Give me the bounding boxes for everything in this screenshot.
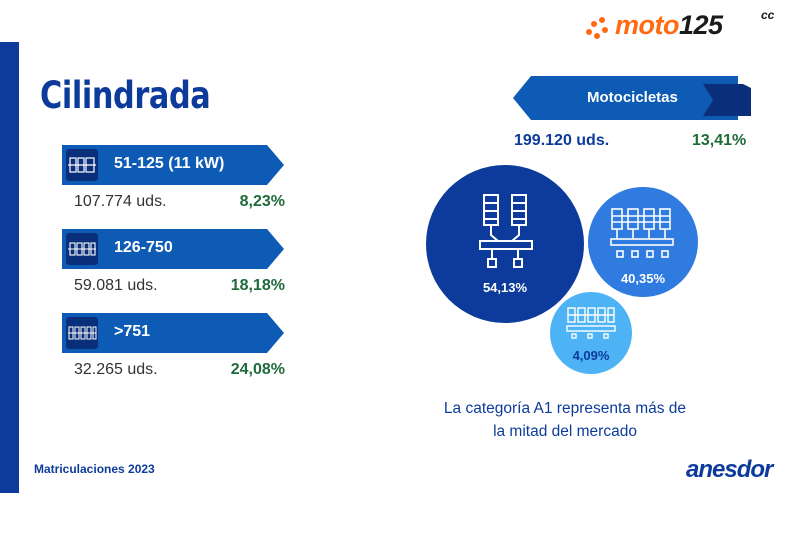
motorcycles-units: 199.120 uds. (514, 132, 610, 149)
category-label: >751 (114, 323, 151, 340)
category-percent: 18,18% (230, 277, 285, 294)
motorcycles-banner: Motocicletas (513, 76, 751, 120)
logo-dots-icon (586, 17, 608, 39)
motorcycles-percent: 13,41% (692, 132, 747, 149)
category-banner-126-750: 126-750 (62, 229, 284, 269)
side-bar (0, 42, 19, 493)
moto125-logo: moto125 cc (585, 6, 790, 42)
single-cylinder-icon (479, 194, 533, 268)
caption-line: La categoría A1 representa más de (443, 400, 687, 417)
banner-shape (513, 76, 751, 120)
bubble-value: 4,09% (572, 348, 610, 363)
category-units: 107.774 uds. (74, 193, 167, 210)
motorcycles-label: Motocicletas (587, 89, 678, 106)
bubble-a2: 40,35% (588, 187, 698, 297)
banner-shape (62, 229, 284, 269)
category-banner-51-125: 51-125 (11 kW) (62, 145, 284, 185)
caption: La categoría A1 representa más de la mit… (410, 397, 720, 443)
anesdor-logo: anesdor (686, 456, 773, 483)
multi-cylinder-icon (566, 307, 616, 339)
twin-cylinder-icon (66, 233, 98, 265)
bubble-value: 40,35% (620, 271, 666, 286)
category-percent: 8,23% (239, 193, 285, 210)
bubble-value: 54,13% (482, 280, 528, 295)
category-banner-751: >751 (62, 313, 284, 353)
single-cylinder-icon (66, 149, 98, 181)
footer-label: Matriculaciones 2023 (34, 462, 155, 476)
category-units: 32.265 uds. (74, 361, 158, 378)
category-label: 126-750 (114, 239, 173, 256)
logo-cc: cc (761, 8, 775, 22)
caption-line: la mitad del mercado (493, 423, 637, 440)
category-percent: 24,08% (230, 361, 285, 378)
multi-cylinder-icon (66, 317, 98, 349)
bubble-a: 4,09% (550, 292, 632, 374)
bubble-a1: 54,13% (426, 165, 584, 323)
multi-cylinder-icon (610, 208, 674, 258)
category-units: 59.081 uds. (74, 277, 158, 294)
category-label: 51-125 (11 kW) (114, 155, 225, 172)
banner-shape (62, 313, 284, 353)
page-title: Cilindrada (40, 74, 211, 117)
banner-shape (62, 145, 284, 185)
logo-word: moto125 (615, 10, 723, 40)
